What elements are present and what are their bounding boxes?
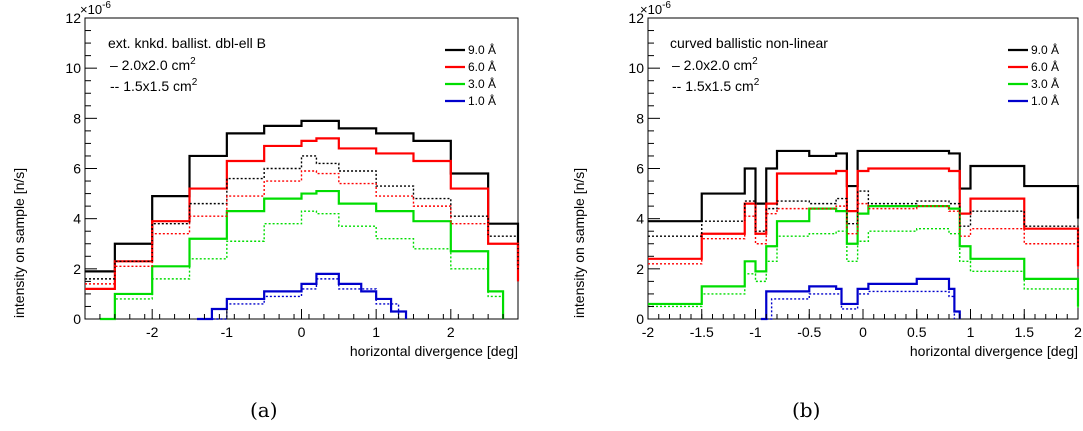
legend-label: 1.0 Å <box>1031 93 1059 108</box>
y-tick-label: 6 <box>636 161 644 177</box>
x-tick-label: 0 <box>859 324 867 340</box>
y-tick-label: 10 <box>65 60 81 76</box>
linestyle-legend-solid: – 2.0x2.0 cm2 <box>672 56 758 73</box>
x-tick-label: -2 <box>146 324 159 340</box>
y-tick-label: 0 <box>636 311 644 327</box>
y-tick-label: 8 <box>636 110 644 126</box>
x-tick-label: 0 <box>298 324 306 340</box>
legend-label: 1.0 Å <box>468 93 496 108</box>
y-tick-label: 4 <box>636 211 644 227</box>
x-tick-label: -1 <box>221 324 234 340</box>
x-tick-label: 2 <box>447 324 455 340</box>
x-tick-label: 1 <box>372 324 380 340</box>
x-axis-label: horizontal divergence [deg] <box>910 343 1078 359</box>
y-exponent-label: ×10-6 <box>640 0 671 17</box>
y-tick-label: 0 <box>73 311 81 327</box>
y-tick-label: 6 <box>73 161 81 177</box>
y-tick-label: 8 <box>73 110 81 126</box>
series-line-3.0-solid <box>99 189 505 321</box>
legend-label: 6.0 Å <box>468 59 496 74</box>
chart-title: ext. knkd. ballist. dbl-ell B <box>108 35 266 51</box>
x-tick-label: -1.5 <box>690 324 714 340</box>
linestyle-legend-dashed: -- 1.5x1.5 cm2 <box>672 77 760 94</box>
x-tick-label: -0.5 <box>797 324 821 340</box>
x-tick-label: 0.5 <box>907 324 927 340</box>
y-tick-label: 10 <box>628 60 644 76</box>
x-axis-label: horizontal divergence [deg] <box>350 343 518 359</box>
y-tick-label: 12 <box>65 10 81 26</box>
series-line-6.0-dashed <box>85 170 519 285</box>
y-tick-label: 12 <box>628 10 644 26</box>
series-line-1.0-solid <box>196 272 408 321</box>
legend-label: 9.0 Å <box>1031 42 1059 57</box>
series-line-3.0-solid <box>648 205 1080 307</box>
y-axis-label: intensity on sample [n/s] <box>571 168 587 318</box>
y-tick-label: 4 <box>73 211 81 227</box>
y-exponent-label: ×10-6 <box>80 0 111 17</box>
x-tick-label: 1 <box>967 324 975 340</box>
y-tick-label: 2 <box>73 261 81 277</box>
series-line-6.0-solid <box>85 137 520 290</box>
series-line-9.0-solid <box>648 149 1080 223</box>
figure-caption: (a) <box>250 398 278 422</box>
chart-b: 0 2 4 6 8 10 12 -2 -1.5 -1 -0.5 0 0.5 1 1.5 2 ×10-6 cur… <box>571 0 1082 422</box>
series-line-1.0-dashed <box>204 278 400 320</box>
x-tick-label: 1.5 <box>1015 324 1035 340</box>
legend-label: 3.0 Å <box>1031 76 1059 91</box>
linestyle-legend-dashed: -- 1.5x1.5 cm2 <box>110 77 198 94</box>
figure-a: 0 2 4 6 8 10 12 -2 -1 0 1 2 ×10-6 ext. knkd. ballis… <box>0 0 540 431</box>
chart-title: curved ballistic non-linear <box>670 35 828 51</box>
figure-b: 0 2 4 6 8 10 12 -2 -1.5 -1 -0.5 0 0.5 1 1.5 2 ×10-6 cur… <box>560 0 1083 431</box>
legend-label: 6.0 Å <box>1031 59 1059 74</box>
legend-label: 9.0 Å <box>468 42 496 57</box>
series-line-6.0-dashed <box>648 202 1079 272</box>
y-axis-label: intensity on sample [n/s] <box>11 168 27 318</box>
x-tick-label: 2 <box>1074 324 1082 340</box>
x-tick-label: -2 <box>642 324 655 340</box>
linestyle-legend-solid: – 2.0x2.0 cm2 <box>110 56 196 73</box>
x-tick-label: -1 <box>749 324 762 340</box>
series-line-1.0-dashed <box>766 290 956 320</box>
series-line-3.0-dashed <box>648 228 1079 309</box>
figure-caption: (b) <box>792 398 820 422</box>
y-tick-label: 2 <box>636 261 644 277</box>
series-line-3.0-dashed <box>99 210 504 320</box>
legend-label: 3.0 Å <box>468 76 496 91</box>
series-line-9.0-dashed <box>648 190 1079 249</box>
series-line-6.0-solid <box>648 167 1080 267</box>
